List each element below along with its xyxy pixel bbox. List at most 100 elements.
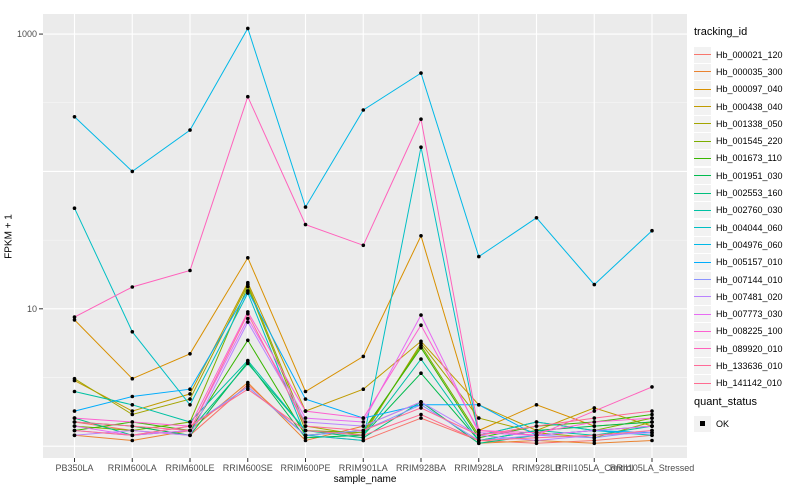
square-point-icon bbox=[700, 421, 705, 426]
data-point bbox=[592, 282, 597, 287]
legend-entry-label: Hb_000438_040 bbox=[716, 101, 783, 112]
line-swatch-icon bbox=[694, 296, 711, 298]
x-tick-label: RRIM901LA bbox=[339, 463, 388, 473]
data-point bbox=[246, 320, 250, 324]
data-point bbox=[534, 433, 539, 438]
legend-entry-Hb_000097_040: Hb_000097_040 bbox=[694, 81, 800, 98]
data-point bbox=[246, 380, 250, 385]
legend-key bbox=[694, 323, 711, 340]
line-swatch-icon bbox=[694, 365, 711, 367]
data-point bbox=[303, 389, 308, 394]
line-swatch-icon bbox=[694, 330, 711, 332]
legend-entry-Hb_001673_110: Hb_001673_110 bbox=[694, 150, 800, 167]
data-point bbox=[592, 436, 597, 440]
legend-entry-label: Hb_000035_300 bbox=[716, 66, 783, 77]
line-swatch-icon bbox=[694, 140, 711, 142]
data-point bbox=[246, 338, 250, 343]
legend-entry-Hb_001545_220: Hb_001545_220 bbox=[694, 132, 800, 150]
data-point bbox=[303, 205, 308, 209]
x-tick-label: RRIM600LE bbox=[165, 463, 214, 473]
legend-entry-label: Hb_001951_030 bbox=[716, 170, 783, 181]
data-point bbox=[188, 403, 192, 407]
legend-entry-Hb_089920_010: Hb_089920_010 bbox=[694, 340, 800, 357]
data-point bbox=[534, 441, 539, 446]
data-point bbox=[534, 438, 539, 443]
data-point bbox=[419, 406, 423, 410]
data-point bbox=[246, 387, 250, 392]
data-point bbox=[534, 436, 539, 440]
data-point bbox=[188, 387, 192, 392]
data-point bbox=[303, 409, 308, 413]
data-point bbox=[592, 441, 597, 446]
data-point bbox=[130, 412, 135, 417]
data-point bbox=[534, 420, 539, 424]
data-point bbox=[72, 409, 77, 413]
data-point bbox=[419, 400, 423, 404]
line-swatch-icon bbox=[694, 175, 711, 177]
legend-entry-Hb_005157_010: Hb_005157_010 bbox=[694, 254, 800, 271]
data-point bbox=[246, 361, 250, 366]
x-tick-label: RRIM600LA bbox=[108, 463, 157, 473]
legend-entry-label: Hb_133636_010 bbox=[716, 360, 783, 371]
legend-key bbox=[694, 98, 711, 115]
data-point bbox=[419, 234, 423, 238]
legend-entry-label: Hb_008225_100 bbox=[716, 326, 783, 337]
x-axis-title: sample_name bbox=[333, 474, 397, 485]
legend-entry-Hb_000438_040: Hb_000438_040 bbox=[694, 98, 800, 115]
legend-entry-label: Hb_089920_010 bbox=[716, 343, 783, 354]
line-swatch-icon bbox=[694, 348, 711, 350]
x-tick-label: RRII105LA_Stressed bbox=[610, 463, 695, 473]
legend-entry-label: Hb_002760_030 bbox=[716, 205, 783, 216]
legend-entry-Hb_002760_030: Hb_002760_030 bbox=[694, 202, 800, 219]
data-point bbox=[419, 313, 423, 317]
data-point bbox=[650, 428, 654, 433]
data-point bbox=[72, 315, 77, 319]
data-point bbox=[361, 243, 366, 248]
legend-key bbox=[694, 340, 711, 357]
x-tick-label: RRIM600PE bbox=[280, 463, 330, 473]
data-point bbox=[246, 358, 250, 363]
x-tick-label: RRIM928LB bbox=[512, 463, 561, 473]
legend-key bbox=[694, 202, 711, 219]
data-point bbox=[419, 71, 423, 75]
data-point bbox=[303, 397, 308, 401]
x-tick-label: RRIM928BA bbox=[396, 463, 446, 473]
data-point bbox=[592, 409, 597, 413]
data-point bbox=[130, 428, 135, 433]
legend-entry-Hb_008225_100: Hb_008225_100 bbox=[694, 323, 800, 340]
data-point bbox=[130, 169, 135, 174]
data-point bbox=[650, 409, 654, 413]
data-point bbox=[592, 416, 597, 420]
data-point bbox=[592, 420, 597, 424]
quant-status-title: quant_status bbox=[694, 396, 757, 408]
legend-entry-Hb_000035_300: Hb_000035_300 bbox=[694, 63, 800, 80]
data-point bbox=[188, 420, 192, 424]
line-swatch-icon bbox=[694, 192, 711, 194]
quant-status-legend: quant_status OK bbox=[694, 396, 800, 432]
data-point bbox=[72, 424, 77, 428]
line-swatch-icon bbox=[694, 279, 711, 280]
data-point bbox=[72, 318, 77, 322]
data-point bbox=[130, 438, 135, 443]
x-tick-label: RRII105LA_Control bbox=[555, 463, 633, 473]
data-point bbox=[130, 403, 135, 407]
data-point bbox=[246, 255, 250, 260]
legend-key bbox=[694, 133, 711, 150]
data-point bbox=[72, 433, 77, 438]
data-point bbox=[303, 438, 308, 443]
line-swatch-icon bbox=[694, 88, 711, 90]
data-point bbox=[361, 420, 366, 424]
line-swatch-icon bbox=[694, 261, 711, 263]
data-point bbox=[188, 424, 192, 428]
x-tick-label: RRIM928LA bbox=[454, 463, 503, 473]
legend-entry-ok: OK bbox=[694, 415, 800, 432]
data-point bbox=[361, 354, 366, 359]
data-point bbox=[130, 394, 135, 399]
data-point bbox=[477, 436, 481, 440]
legend-key bbox=[694, 115, 711, 132]
legend-entries: Hb_000021_120 Hb_000035_300 Hb_000097_040 H… bbox=[694, 46, 800, 392]
data-point bbox=[361, 436, 366, 440]
data-point bbox=[72, 115, 77, 119]
legend-entry-Hb_001951_030: Hb_001951_030 bbox=[694, 167, 800, 184]
